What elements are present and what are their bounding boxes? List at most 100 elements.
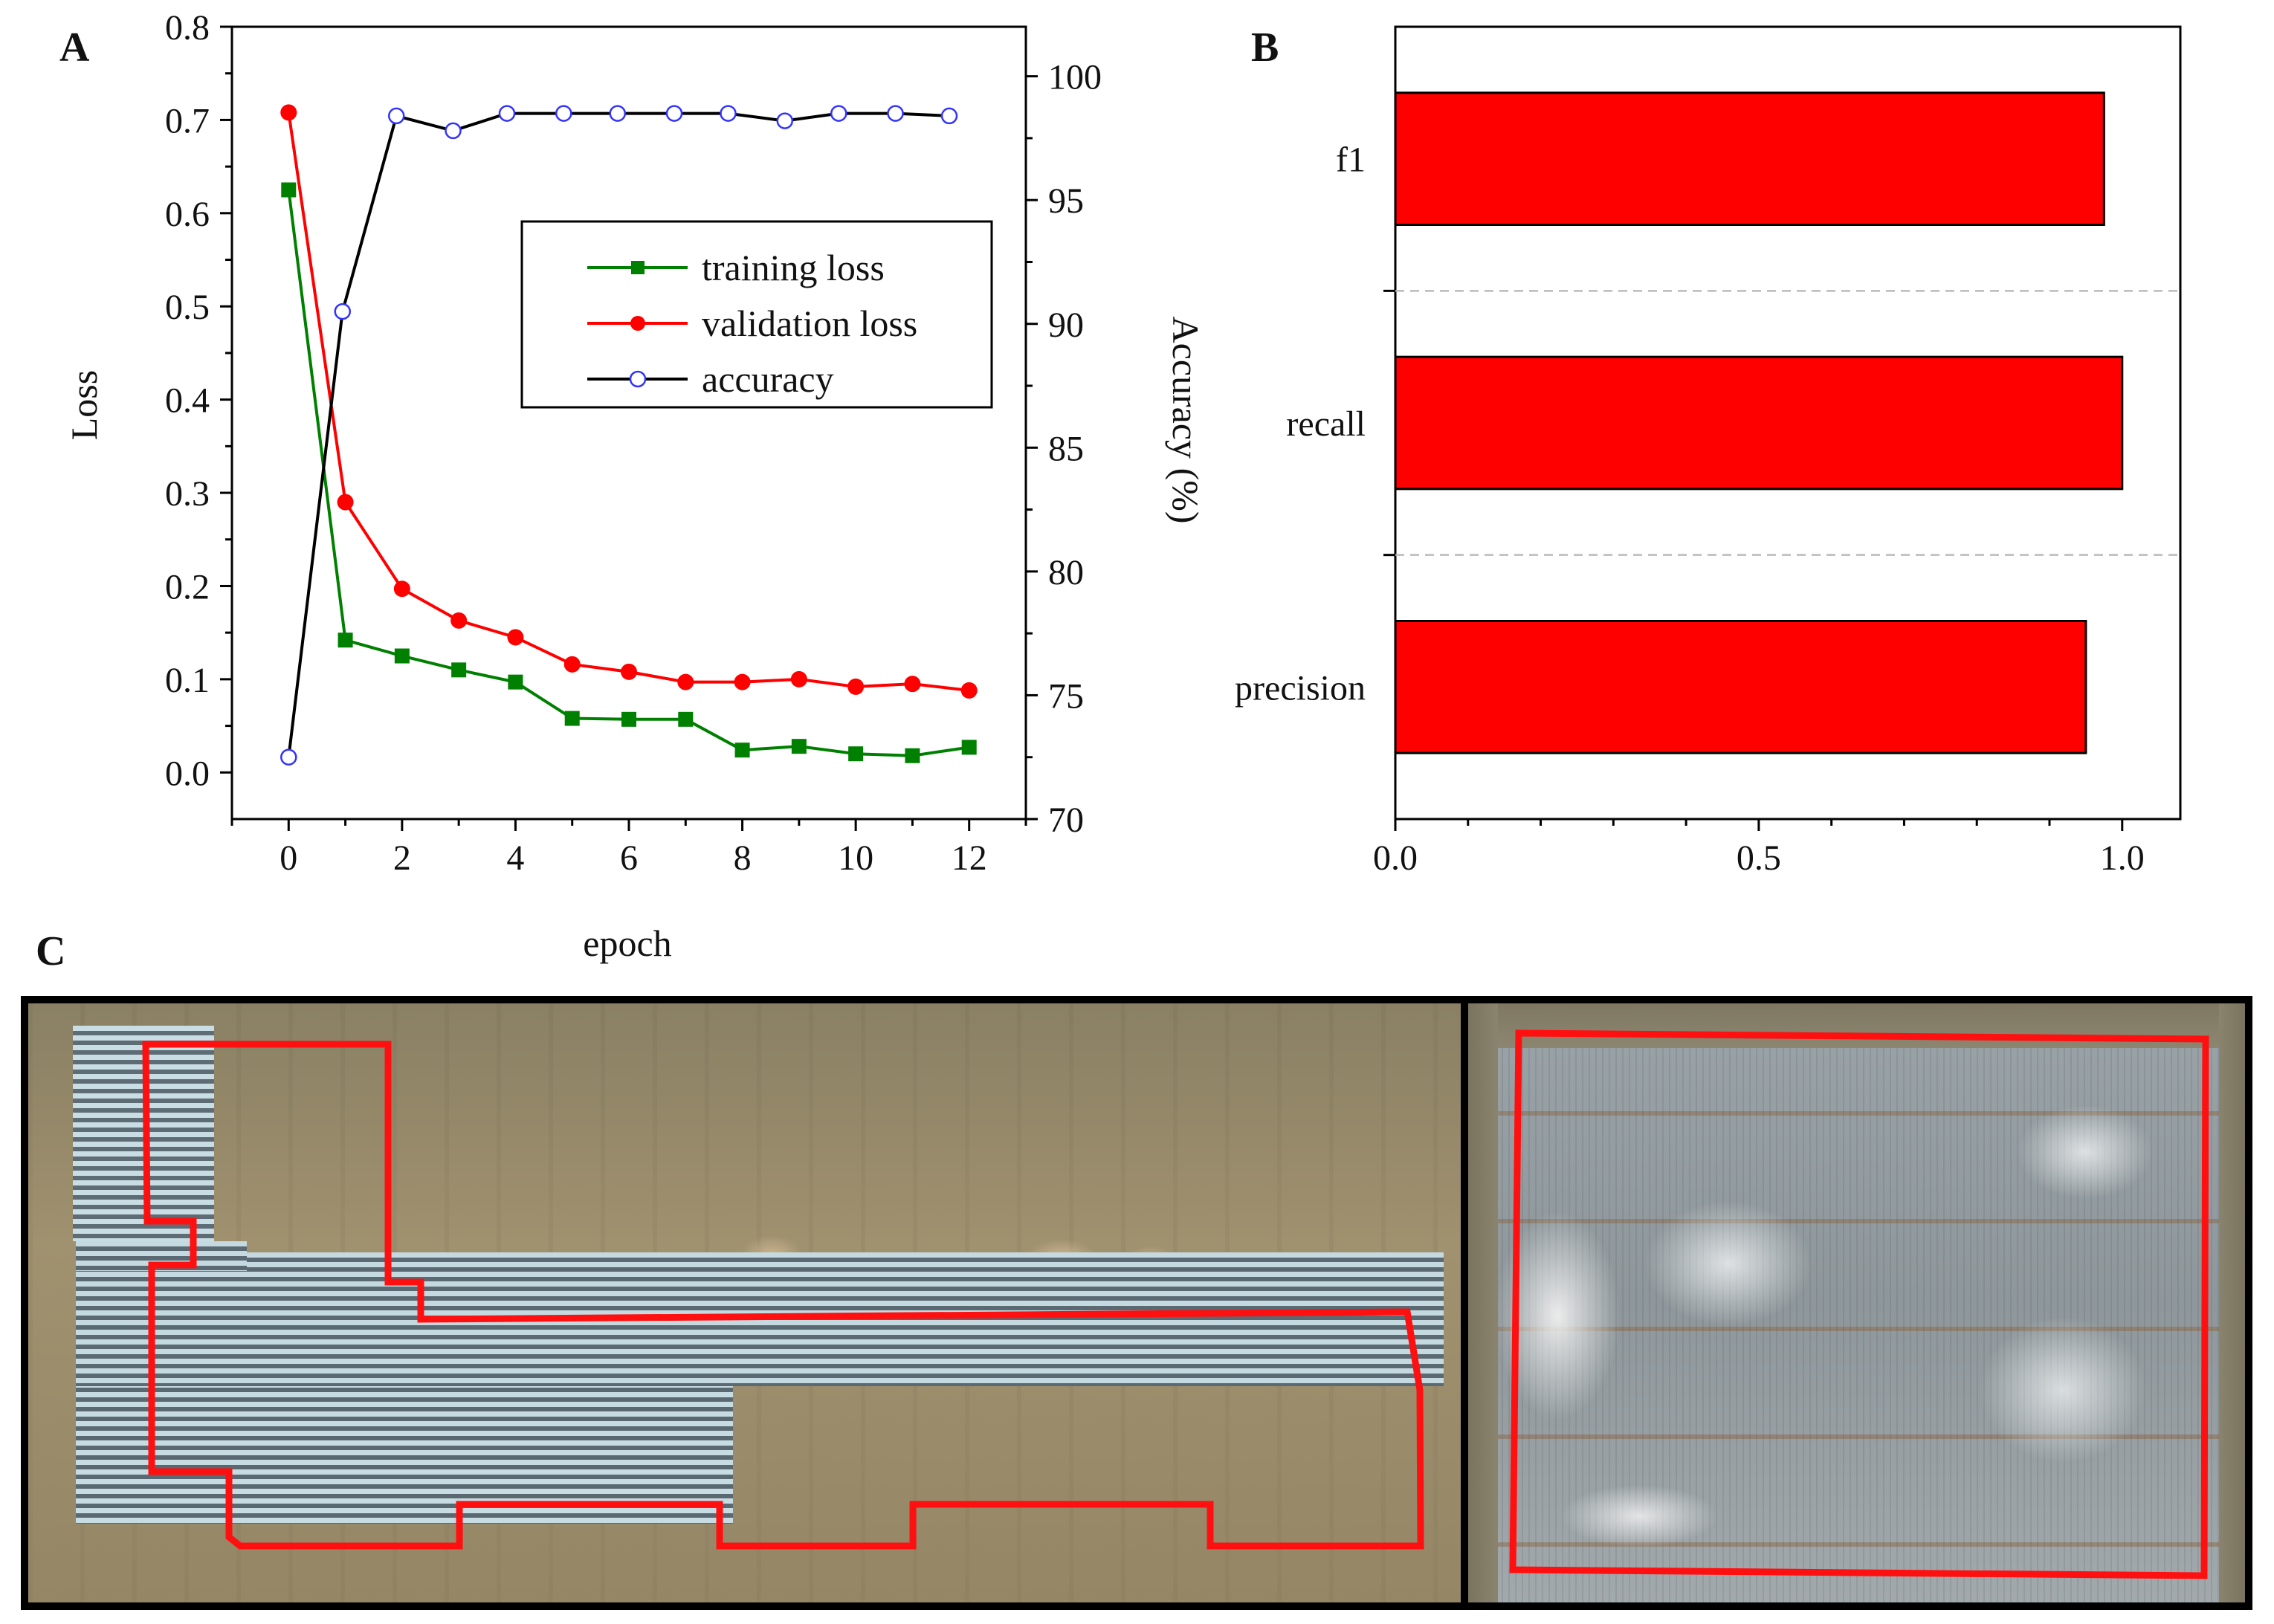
panel-b-letter: B (1251, 25, 1279, 71)
panel-c-letter: C (36, 928, 65, 974)
x-tick-label: 4 (506, 838, 524, 878)
panel-a-chart: 0 2 4 6 8 10 12 0.0 0.1 0.2 0.3 0.4 0.5 0.6 0.7 0.8 70 75… (63, 8, 1207, 964)
legend-box (520, 220, 993, 409)
data-point-training-loss (678, 711, 694, 727)
legend-label-training-loss: training loss (702, 247, 885, 288)
y-left-tick-label: 0.8 (165, 8, 210, 48)
y-left-tick-label: 0.5 (165, 288, 210, 327)
solar-panel-rows-bottom (76, 1382, 733, 1524)
data-point-training-loss (791, 739, 807, 754)
panel-b-bars (1394, 91, 2124, 754)
data-point-training-loss (848, 746, 864, 762)
data-point-accuracy (665, 105, 683, 122)
data-point-accuracy (830, 105, 847, 122)
data-point-validation-loss (280, 104, 297, 121)
data-point-training-loss (394, 648, 410, 664)
y-right-tick-label: 90 (1048, 305, 1084, 345)
data-point-training-loss (621, 711, 636, 727)
y-left-tick-label: 0.2 (165, 567, 210, 606)
data-point-validation-loss (960, 682, 978, 699)
data-point-validation-loss (790, 670, 807, 688)
data-point-accuracy (940, 107, 958, 125)
satellite-image-right (1468, 1003, 2245, 1602)
panel-a-letter: A (59, 25, 90, 71)
x-tick-label: 8 (734, 838, 752, 878)
y-left-tick-label: 0.4 (165, 381, 210, 421)
y-left-tick-label: 0.1 (165, 661, 210, 700)
x-tick-label: 2 (393, 838, 411, 878)
series-line-accuracy (287, 111, 950, 757)
x-tick-label: 0.5 (1737, 838, 1781, 878)
panel-a-legend: training loss validation loss accuracy (520, 220, 993, 409)
y-left-tick-label: 0.6 (165, 195, 210, 234)
x-tick-label: 6 (620, 838, 638, 878)
data-point-validation-loss (847, 678, 865, 695)
x-tick-label: 10 (838, 838, 873, 878)
data-point-accuracy (720, 105, 737, 122)
data-point-validation-loss (677, 673, 694, 690)
bar-f1 (1394, 91, 2105, 227)
legend-marker-accuracy (629, 370, 647, 388)
x-tick-label: 0.0 (1373, 838, 1418, 878)
data-point-accuracy (887, 105, 904, 122)
panel-b-axes: precision recall f1 0.0 0.5 1.0 (1235, 140, 2145, 878)
y-right-tick-label: 95 (1048, 181, 1084, 221)
y-right-tick-label: 85 (1048, 429, 1084, 468)
data-point-training-loss (564, 711, 580, 726)
data-point-validation-loss (621, 663, 637, 680)
data-point-accuracy (498, 105, 516, 122)
panel-b-separators (1395, 290, 2180, 556)
data-point-training-loss (508, 674, 523, 690)
data-point-training-loss (905, 748, 920, 763)
x-tick-label: 1.0 (2100, 838, 2145, 878)
data-point-accuracy (555, 105, 572, 122)
data-point-accuracy (280, 748, 297, 766)
data-point-accuracy (334, 303, 352, 320)
legend-marker-validation-loss (630, 316, 645, 331)
y-left-tick-label: 0.3 (165, 474, 210, 514)
y-right-tick-label: 75 (1048, 676, 1084, 716)
panel-b-chart: precision recall f1 0.0 0.5 1.0 (1235, 25, 2182, 878)
data-point-training-loss (281, 182, 297, 198)
y-category-label: recall (1286, 404, 1366, 444)
legend-label-accuracy: accuracy (702, 358, 834, 400)
data-point-validation-loss (393, 580, 410, 598)
y-right-tick-label: 80 (1048, 553, 1084, 592)
data-point-validation-loss (450, 612, 468, 629)
bar-precision (1394, 620, 2087, 754)
panel-a-y-left-label: Loss (63, 370, 105, 440)
y-right-tick-label: 100 (1048, 58, 1102, 97)
data-point-validation-loss (904, 676, 921, 693)
data-point-accuracy (609, 105, 626, 122)
data-point-accuracy (445, 122, 462, 140)
data-point-validation-loss (507, 629, 524, 646)
x-tick-label: 0 (280, 838, 297, 878)
panel-a-axes: 0 2 4 6 8 10 12 0.0 0.1 0.2 0.3 0.4 0.5 0.6 0.7 0.8 70 75… (165, 8, 1102, 878)
y-left-tick-label: 0.7 (165, 101, 210, 140)
satellite-image-left (28, 1003, 1461, 1602)
data-point-training-loss (734, 743, 750, 758)
data-point-validation-loss (734, 673, 751, 690)
data-point-accuracy (387, 107, 405, 125)
data-point-validation-loss (337, 494, 354, 511)
data-point-training-loss (451, 662, 467, 678)
panel-a-y-right-label: Accuracy (%) (1165, 317, 1207, 524)
legend-label-validation-loss: validation loss (702, 303, 917, 344)
y-category-label: precision (1235, 668, 1366, 708)
y-left-tick-label: 0.0 (165, 754, 210, 793)
panel-a-x-label: epoch (583, 922, 671, 964)
pv-outline-left (142, 1041, 1424, 1550)
legend-marker-training-loss (631, 261, 645, 274)
data-point-validation-loss (563, 656, 581, 673)
x-tick-label: 12 (952, 838, 987, 878)
data-point-training-loss (961, 740, 977, 755)
panel-a-plot-frame (230, 25, 1027, 821)
data-point-training-loss (337, 633, 353, 648)
panel-a-series (280, 104, 978, 766)
y-right-tick-label: 70 (1048, 800, 1084, 840)
pv-outline-right (1509, 1029, 2209, 1579)
data-point-accuracy (776, 112, 794, 129)
bar-recall (1394, 355, 2124, 491)
y-category-label: f1 (1336, 140, 1366, 180)
